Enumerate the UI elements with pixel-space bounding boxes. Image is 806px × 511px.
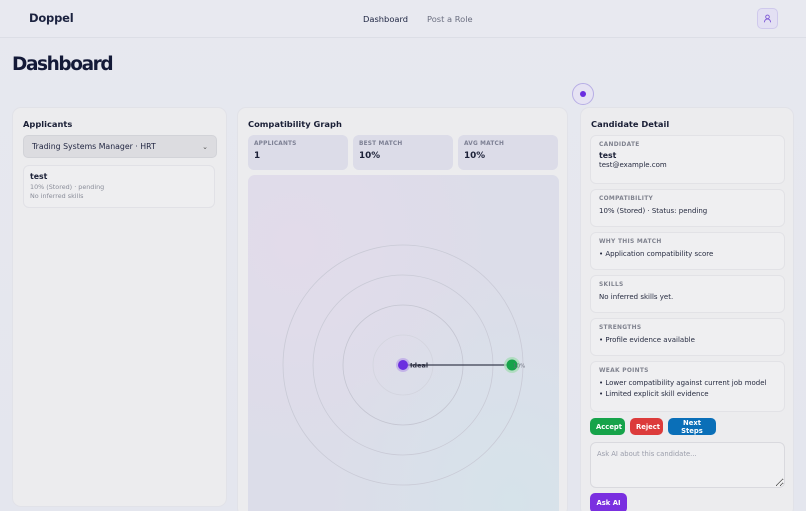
radial-graph: Ideal 10% [282,244,525,486]
brand-logo[interactable]: Doppel [29,11,74,25]
stat-value: 10% [464,151,486,161]
main-nav: Dashboard Post a Role [363,14,473,24]
applicant-name: test [30,172,48,181]
stat-label: AVG MATCH [464,141,505,147]
ideal-label: Ideal [410,362,428,370]
stat-applicants: APPLICANTS 1 [248,135,348,170]
strength-item: • Profile evidence available [599,336,695,344]
ask-ai-button[interactable]: Ask AI [590,493,627,511]
card-label: WEAK POINTS [599,368,649,374]
candidate-node[interactable]: 10% [504,357,525,373]
candidate-label: 10% [513,364,525,370]
candidate-detail-panel: Candidate Detail CANDIDATE test test@exa… [580,107,794,511]
weak-points-card: WEAK POINTS • Lower compatibility agains… [590,361,785,412]
reject-button[interactable]: Reject [630,418,663,435]
stats-row: APPLICANTS 1 BEST MATCH 10% AVG MATCH 10… [248,135,558,170]
applicant-list-item[interactable]: test 10% (Stored) · pending No inferred … [23,165,215,208]
weak-point-item: • Lower compatibility against current jo… [599,379,767,387]
graph-title: Compatibility Graph [248,119,342,129]
job-select-value: Trading Systems Manager · HRT [32,142,156,151]
card-label: SKILLS [599,282,624,288]
card-label: STRENGTHS [599,325,642,331]
next-steps-button[interactable]: Next Steps [668,418,716,435]
strengths-card: STRENGTHS • Profile evidence available [590,318,785,356]
stat-label: BEST MATCH [359,141,403,147]
decision-actions: Accept Reject Next Steps [590,418,716,435]
ideal-node[interactable]: Ideal [396,358,428,372]
chevron-down-icon: ⌄ [202,143,208,151]
stat-value: 10% [359,151,381,161]
compatibility-text: 10% (Stored) · Status: pending [599,207,708,215]
candidate-card: CANDIDATE test test@example.com [590,135,785,184]
graph-canvas[interactable]: Ideal 10% [248,175,559,511]
job-select[interactable]: Trading Systems Manager · HRT ⌄ [23,135,217,158]
weak-point-item: • Limited explicit skill evidence [599,390,709,398]
nav-post-a-role[interactable]: Post a Role [427,14,473,24]
top-bar: Doppel Dashboard Post a Role [0,0,806,38]
candidate-name: test [599,151,617,160]
detail-title: Candidate Detail [591,119,670,129]
applicants-title: Applicants [23,119,73,129]
why-match-card: WHY THIS MATCH • Application compatibili… [590,232,785,270]
card-label: WHY THIS MATCH [599,239,662,245]
nav-dashboard[interactable]: Dashboard [363,14,409,24]
compatibility-graph-panel: Compatibility Graph APPLICANTS 1 BEST MA… [237,107,568,511]
stat-best-match: BEST MATCH 10% [353,135,453,170]
page-title: Dashboard [12,54,114,75]
card-label: COMPATIBILITY [599,196,654,202]
stat-label: APPLICANTS [254,141,297,147]
compatibility-card: COMPATIBILITY 10% (Stored) · Status: pen… [590,189,785,227]
why-item: • Application compatibility score [599,250,714,258]
stat-value: 1 [254,151,261,161]
card-label: CANDIDATE [599,142,640,148]
applicant-score: 10% (Stored) · pending [30,183,105,191]
ask-ai-input[interactable] [590,442,785,488]
candidate-email: test@example.com [599,161,667,169]
user-icon [763,14,772,23]
applicant-skills: No inferred skills [30,192,84,200]
skills-card: SKILLS No inferred skills yet. [590,275,785,313]
accept-button[interactable]: Accept [590,418,625,435]
skills-text: No inferred skills yet. [599,293,674,301]
profile-button[interactable] [757,8,778,29]
applicants-panel: Applicants Trading Systems Manager · HRT… [12,107,227,507]
assistant-orb-button[interactable] [572,83,594,105]
stat-avg-match: AVG MATCH 10% [458,135,558,170]
